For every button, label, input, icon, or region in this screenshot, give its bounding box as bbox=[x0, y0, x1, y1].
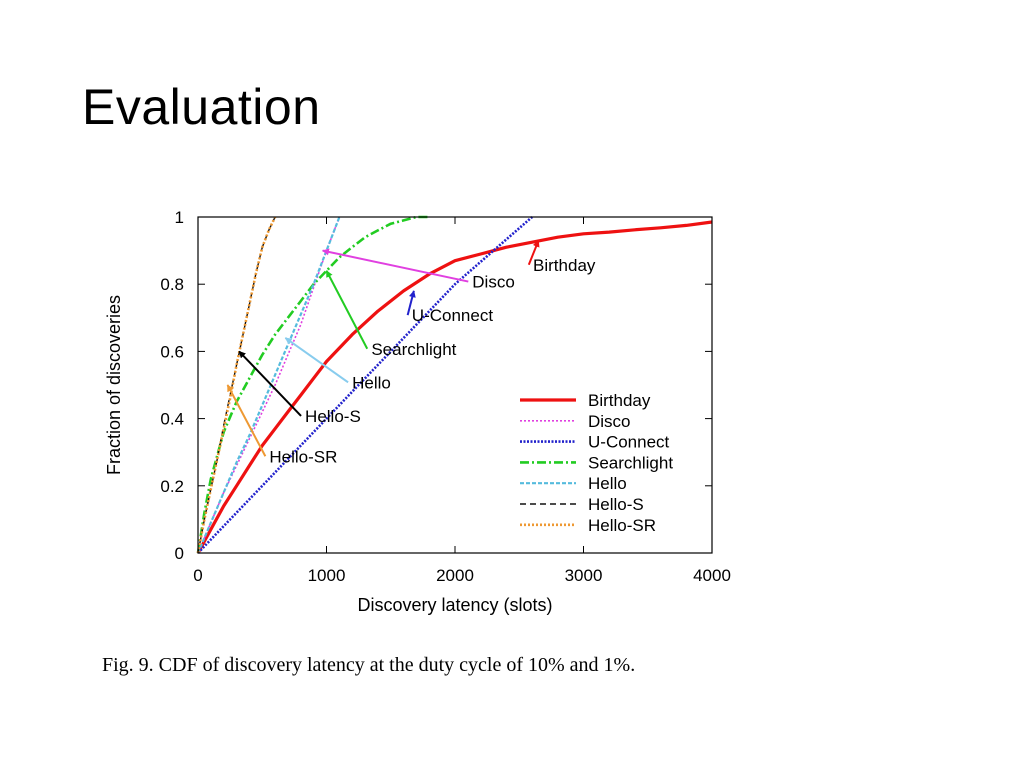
annotation-arrow-searchlight bbox=[325, 270, 369, 350]
y-tick-label: 0.4 bbox=[160, 410, 184, 429]
series-line-hello bbox=[196, 216, 341, 554]
annotation-arrow-birthday bbox=[527, 239, 540, 266]
annotation-label-hello: Hello bbox=[352, 373, 391, 392]
series-layer bbox=[196, 215, 713, 554]
y-tick-label: 0 bbox=[175, 544, 184, 563]
y-axis-label: Fraction of discoveries bbox=[104, 295, 124, 475]
annotation-label-hello-sr: Hello-SR bbox=[269, 447, 337, 466]
annotation-label-birthday: Birthday bbox=[533, 256, 596, 275]
annotation-arrow-hello bbox=[284, 337, 349, 384]
x-tick-label: 3000 bbox=[565, 566, 603, 585]
legend-label-disco: Disco bbox=[588, 412, 631, 431]
x-tick-label: 0 bbox=[193, 566, 202, 585]
x-tick-label: 1000 bbox=[308, 566, 346, 585]
legend-label-birthday: Birthday bbox=[588, 391, 651, 410]
annotation-label-u-connect: U-Connect bbox=[412, 306, 494, 325]
x-tick-label: 2000 bbox=[436, 566, 474, 585]
annotation-label-searchlight: Searchlight bbox=[371, 340, 456, 359]
annotation-label-hello-s: Hello-S bbox=[305, 407, 361, 426]
annotation-arrow-hello-sr bbox=[226, 384, 267, 457]
legend-label-hello-s: Hello-S bbox=[588, 495, 644, 514]
series-line-searchlight bbox=[196, 215, 430, 554]
slide-title: Evaluation bbox=[82, 79, 321, 135]
annotation-arrow-hello-s bbox=[238, 350, 302, 417]
x-axis-label: Discovery latency (slots) bbox=[357, 595, 552, 615]
legend-label-u-connect: U-Connect bbox=[588, 433, 670, 452]
legend-label-hello-sr: Hello-SR bbox=[588, 516, 656, 535]
series-line-hello-sr bbox=[196, 216, 277, 554]
legend-label-searchlight: Searchlight bbox=[588, 453, 673, 472]
tick-layer: 0 1000 2000 3000 4000 0 0.2 0.4 0.6 0.8 1 bbox=[160, 208, 731, 585]
y-tick-label: 0.6 bbox=[160, 342, 184, 361]
annotation-arrow-u-connect bbox=[406, 290, 416, 316]
figure-caption: Fig. 9. CDF of discovery latency at the … bbox=[102, 654, 636, 676]
annotation-label-disco: Disco bbox=[472, 273, 515, 292]
series-line-hello-s bbox=[197, 216, 276, 554]
series-line-birthday bbox=[196, 220, 713, 554]
annotation-layer: Birthday Disco U-Connect Searchlight Hello He… bbox=[226, 239, 596, 466]
series-line-u-connect bbox=[197, 216, 533, 554]
y-tick-label: 0.8 bbox=[160, 275, 184, 294]
annotation-arrow-disco bbox=[321, 248, 469, 283]
legend-label-hello: Hello bbox=[588, 474, 627, 493]
x-tick-label: 4000 bbox=[693, 566, 731, 585]
y-tick-label: 0.2 bbox=[160, 477, 184, 496]
y-tick-label: 1 bbox=[175, 208, 184, 227]
